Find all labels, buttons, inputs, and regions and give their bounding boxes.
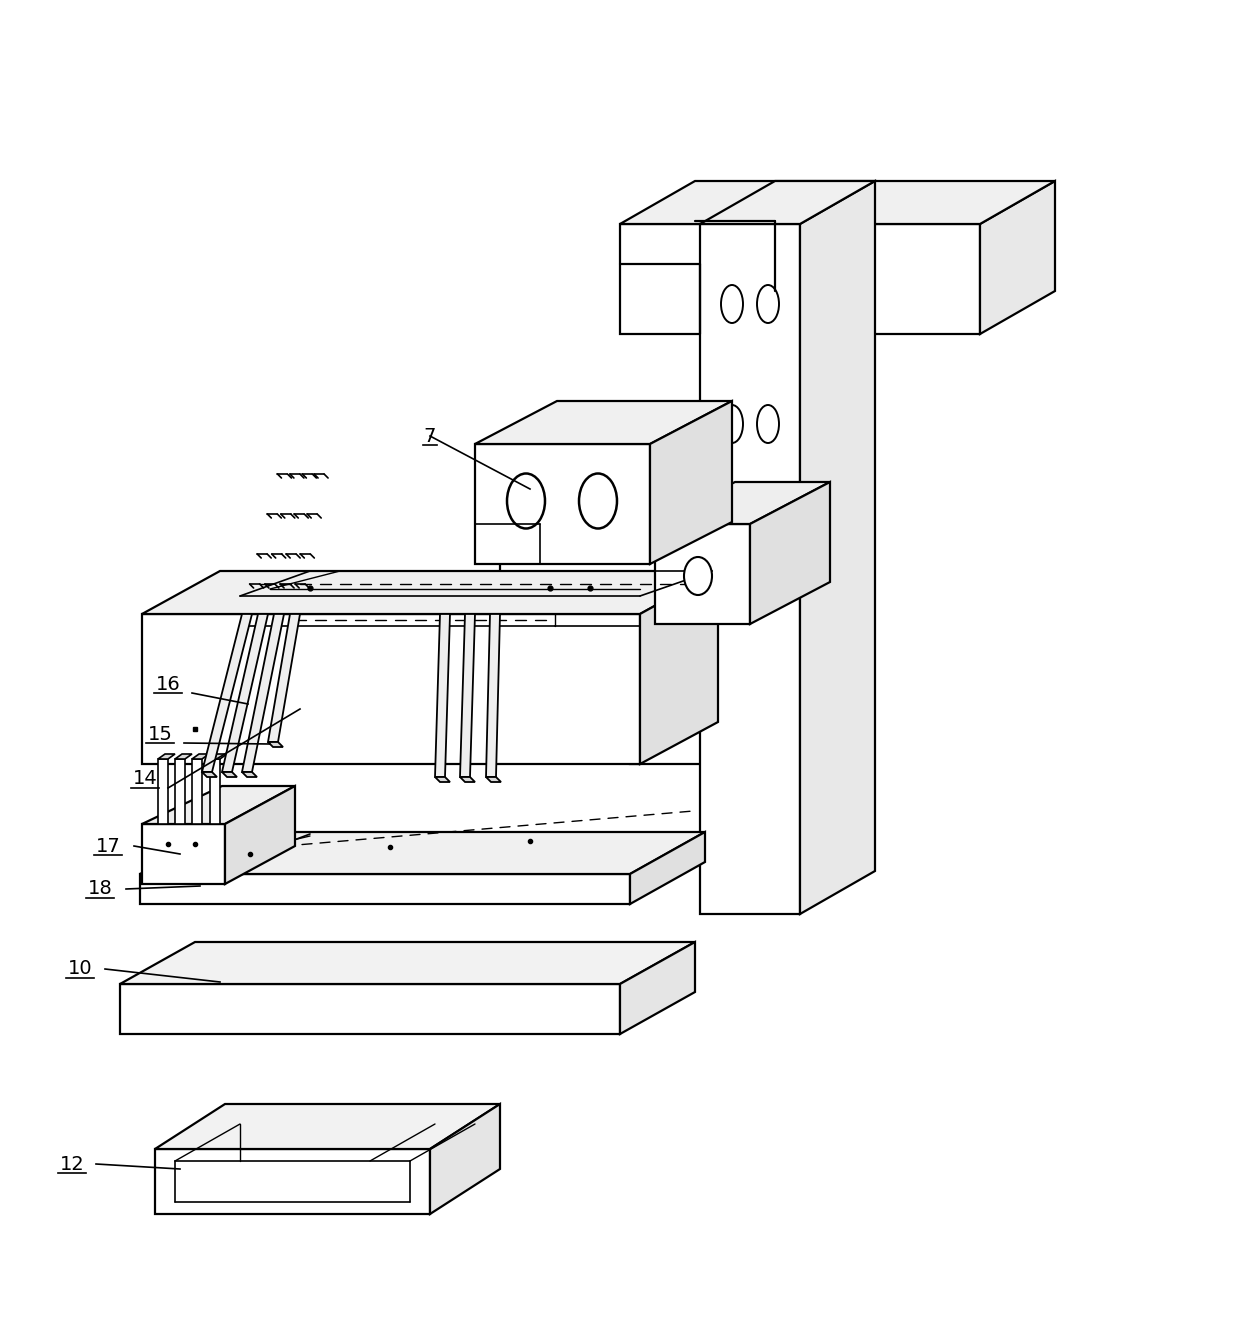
Text: 17: 17 <box>95 836 120 856</box>
Polygon shape <box>800 181 875 914</box>
Polygon shape <box>143 614 640 763</box>
Polygon shape <box>655 524 750 624</box>
Polygon shape <box>210 754 227 759</box>
Polygon shape <box>718 571 800 763</box>
Polygon shape <box>143 571 718 614</box>
Polygon shape <box>157 759 167 824</box>
Polygon shape <box>202 771 217 777</box>
Polygon shape <box>268 614 300 742</box>
Polygon shape <box>140 832 706 874</box>
Polygon shape <box>242 771 257 777</box>
Text: 12: 12 <box>60 1154 84 1173</box>
Polygon shape <box>242 614 284 771</box>
Polygon shape <box>222 771 237 777</box>
Polygon shape <box>175 759 185 824</box>
Polygon shape <box>192 754 210 759</box>
Polygon shape <box>224 786 295 884</box>
Ellipse shape <box>720 285 743 323</box>
Text: 7: 7 <box>424 426 436 445</box>
Ellipse shape <box>756 285 779 323</box>
Ellipse shape <box>507 473 546 528</box>
Polygon shape <box>268 742 283 747</box>
Polygon shape <box>475 444 650 564</box>
Polygon shape <box>120 942 694 984</box>
Polygon shape <box>486 614 500 777</box>
Polygon shape <box>155 1103 500 1149</box>
Polygon shape <box>620 181 1055 224</box>
Text: 15: 15 <box>148 724 172 743</box>
Polygon shape <box>630 571 800 614</box>
Text: 18: 18 <box>88 879 113 899</box>
Polygon shape <box>980 181 1055 335</box>
Polygon shape <box>140 874 630 905</box>
Polygon shape <box>750 482 830 624</box>
Ellipse shape <box>684 556 712 595</box>
Polygon shape <box>222 614 268 771</box>
Polygon shape <box>430 1103 500 1214</box>
Text: 10: 10 <box>68 960 92 978</box>
Polygon shape <box>460 614 475 777</box>
Polygon shape <box>500 544 718 614</box>
Polygon shape <box>143 786 295 824</box>
Polygon shape <box>701 181 875 224</box>
Polygon shape <box>620 224 980 335</box>
Text: 16: 16 <box>156 675 180 694</box>
Ellipse shape <box>720 405 743 444</box>
Polygon shape <box>655 482 830 524</box>
Ellipse shape <box>756 405 779 444</box>
Polygon shape <box>500 501 800 544</box>
Polygon shape <box>143 824 224 884</box>
Ellipse shape <box>579 473 618 528</box>
Text: 14: 14 <box>133 770 157 789</box>
Polygon shape <box>650 401 732 564</box>
Polygon shape <box>630 832 706 905</box>
Polygon shape <box>210 759 219 824</box>
Polygon shape <box>202 614 252 771</box>
Polygon shape <box>175 754 192 759</box>
Polygon shape <box>486 777 501 782</box>
Polygon shape <box>155 1149 430 1214</box>
Polygon shape <box>620 942 694 1034</box>
Polygon shape <box>475 401 732 444</box>
Polygon shape <box>640 571 718 763</box>
Polygon shape <box>630 614 718 763</box>
Polygon shape <box>192 759 202 824</box>
Polygon shape <box>157 754 175 759</box>
Polygon shape <box>435 614 450 777</box>
Polygon shape <box>460 777 475 782</box>
Polygon shape <box>120 984 620 1034</box>
Polygon shape <box>435 777 450 782</box>
Polygon shape <box>701 224 800 914</box>
Polygon shape <box>718 501 800 614</box>
